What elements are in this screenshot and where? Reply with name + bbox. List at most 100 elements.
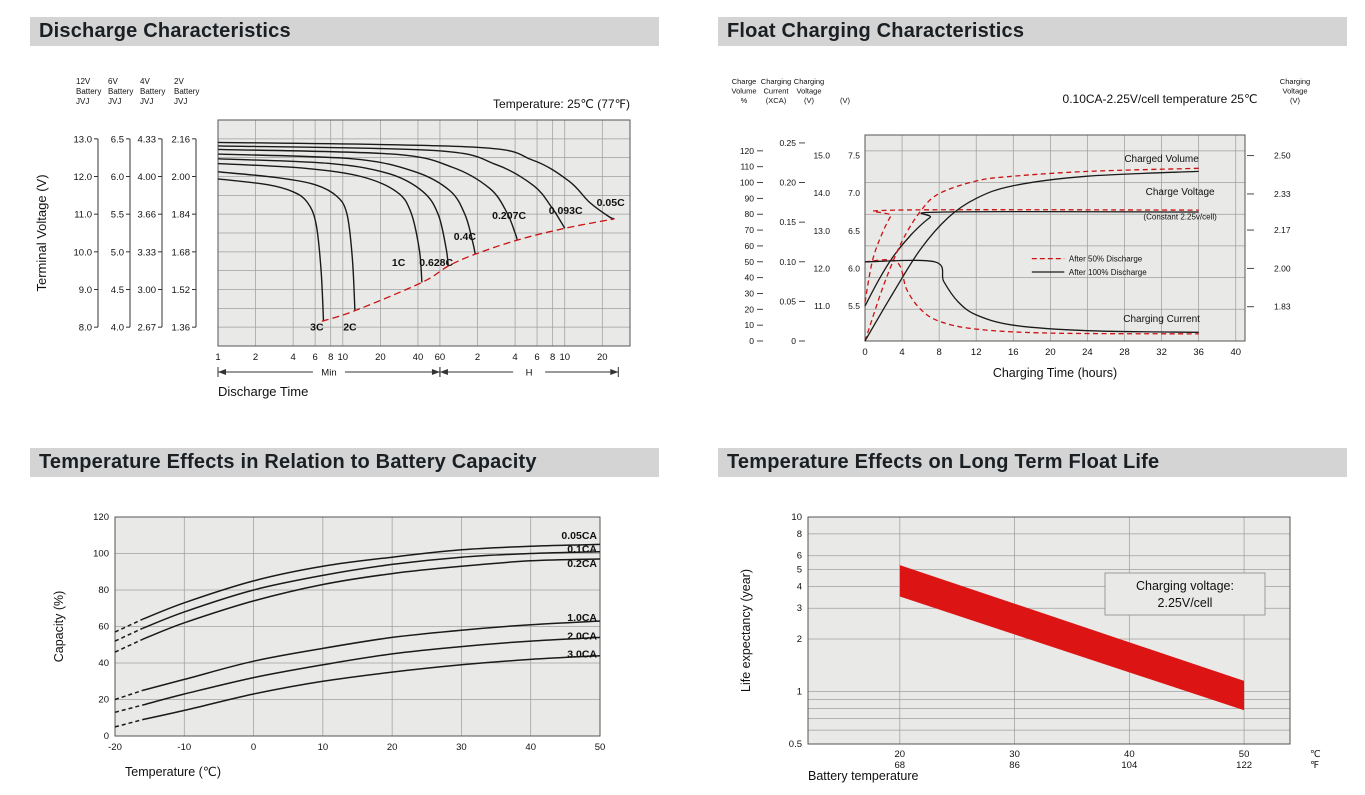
svg-text:7.0: 7.0 <box>848 188 860 198</box>
svg-text:4V: 4V <box>140 77 150 86</box>
svg-text:60: 60 <box>98 622 109 633</box>
svg-text:Charged Volume: Charged Volume <box>1124 154 1199 165</box>
svg-text:2.25V/cell: 2.25V/cell <box>1158 596 1213 610</box>
svg-text:Charging: Charging <box>794 77 824 86</box>
svg-text:6: 6 <box>312 352 317 363</box>
svg-text:JVJ: JVJ <box>108 97 121 106</box>
svg-text:1.84: 1.84 <box>172 210 191 221</box>
svg-text:Charge Voltage: Charge Voltage <box>1146 187 1215 198</box>
svg-text:(XCA): (XCA) <box>766 96 787 105</box>
svg-text:0: 0 <box>251 742 256 753</box>
svg-text:Current: Current <box>763 87 789 96</box>
svg-text:JVJ: JVJ <box>174 97 187 106</box>
svg-text:28: 28 <box>1119 347 1130 358</box>
svg-text:1: 1 <box>797 686 802 697</box>
svg-text:0.10: 0.10 <box>779 257 796 267</box>
svg-text:Min: Min <box>321 368 336 379</box>
svg-text:10: 10 <box>745 320 755 330</box>
svg-text:0.10CA-2.25V/cell temperature: 0.10CA-2.25V/cell temperature 25℃ <box>1063 92 1258 106</box>
svg-text:Terminal Voltage (V): Terminal Voltage (V) <box>34 174 49 291</box>
svg-text:10: 10 <box>338 352 349 363</box>
svg-text:30: 30 <box>745 288 755 298</box>
svg-text:0.628C: 0.628C <box>419 257 453 269</box>
svg-text:JVJ: JVJ <box>76 97 89 106</box>
svg-text:Battery: Battery <box>76 87 101 96</box>
svg-text:Temperature: 25℃ (77℉): Temperature: 25℃ (77℉) <box>493 97 630 111</box>
float-life-chart: 1086543210.5206830864010450122℃℉Charging… <box>739 512 1321 783</box>
svg-text:4: 4 <box>899 347 904 358</box>
svg-text:0.25: 0.25 <box>779 138 796 148</box>
svg-text:11.0: 11.0 <box>74 210 92 221</box>
svg-text:Battery: Battery <box>108 87 133 96</box>
svg-text:6.0: 6.0 <box>848 263 860 273</box>
svg-text:30: 30 <box>456 742 467 753</box>
svg-text:5.5: 5.5 <box>111 210 124 221</box>
svg-text:6: 6 <box>534 352 539 363</box>
svg-text:8: 8 <box>550 352 555 363</box>
panel-discharge-characteristics: Discharge Characteristics 1 2 4 6 8 10 20 40 60 2… <box>30 17 659 432</box>
svg-text:1.36: 1.36 <box>172 323 191 334</box>
svg-text:Charge: Charge <box>732 77 757 86</box>
svg-text:0.05C: 0.05C <box>597 197 625 209</box>
svg-text:32: 32 <box>1156 347 1167 358</box>
svg-text:4.0: 4.0 <box>111 323 124 334</box>
svg-text:JVJ: JVJ <box>140 97 153 106</box>
svg-text:6.5: 6.5 <box>848 226 860 236</box>
svg-text:2: 2 <box>797 634 802 645</box>
svg-text:1C: 1C <box>392 257 406 269</box>
svg-text:4.00: 4.00 <box>138 172 157 183</box>
svg-text:8: 8 <box>328 352 333 363</box>
svg-text:20: 20 <box>375 352 386 363</box>
svg-text:℃: ℃ <box>1310 749 1321 760</box>
svg-text:℉: ℉ <box>1310 760 1319 771</box>
svg-text:0: 0 <box>791 336 796 346</box>
svg-text:40: 40 <box>745 273 755 283</box>
svg-text:1.52: 1.52 <box>172 285 191 296</box>
svg-text:2.00: 2.00 <box>1274 263 1291 273</box>
svg-text:H: H <box>526 368 533 379</box>
svg-text:80: 80 <box>98 585 109 596</box>
panel-float-life: Temperature Effects on Long Term Float L… <box>718 448 1347 795</box>
svg-text:13.0: 13.0 <box>74 134 93 145</box>
svg-text:3.00: 3.00 <box>138 285 157 296</box>
svg-text:40: 40 <box>1124 749 1135 760</box>
svg-text:Charging Time (hours): Charging Time (hours) <box>993 366 1117 380</box>
svg-text:5.0: 5.0 <box>111 247 124 258</box>
svg-text:Voltage: Voltage <box>1282 87 1307 96</box>
svg-text:0.2CA: 0.2CA <box>567 558 597 570</box>
svg-text:Charging: Charging <box>1280 77 1310 86</box>
panel-temp-capacity: Temperature Effects in Relation to Batte… <box>30 448 659 795</box>
svg-text:11.0: 11.0 <box>814 301 830 311</box>
svg-text:40: 40 <box>413 352 424 363</box>
svg-text:50: 50 <box>595 742 606 753</box>
svg-text:10: 10 <box>559 352 570 363</box>
discharge-characteristics-chart: 1 2 4 6 8 10 20 40 60 2 4 6 8 10 2012VBatteryJVJ13.012… <box>34 77 631 399</box>
svg-text:4.5: 4.5 <box>111 285 124 296</box>
svg-text:(Constant 2.25v/cell): (Constant 2.25v/cell) <box>1143 213 1217 222</box>
svg-text:After 50% Discharge: After 50% Discharge <box>1069 255 1143 264</box>
svg-text:12: 12 <box>971 347 982 358</box>
svg-text:68: 68 <box>895 760 906 771</box>
svg-text:1.83: 1.83 <box>1274 302 1291 312</box>
svg-text:6.5: 6.5 <box>111 134 124 145</box>
svg-text:12.0: 12.0 <box>74 172 93 183</box>
svg-text:100: 100 <box>93 549 109 560</box>
svg-text:0.5: 0.5 <box>789 739 802 750</box>
svg-text:2.16: 2.16 <box>172 134 191 145</box>
panel-title-float-charging: Float Charging Characteristics <box>718 17 1347 46</box>
svg-text:122: 122 <box>1236 760 1252 771</box>
temperature-capacity-chart: -20 -10 0 10 20 30 40 50 0 20 40 60 80 100 120 0.05CA 0.… <box>52 512 606 779</box>
panel-float-charging: Float Charging Characteristics 0 4 8 12 16 20… <box>718 17 1347 432</box>
panel-title-temp-capacity: Temperature Effects in Relation to Batte… <box>30 448 659 477</box>
svg-text:40: 40 <box>525 742 536 753</box>
panel-title-discharge: Discharge Characteristics <box>30 17 659 46</box>
svg-text:7.5: 7.5 <box>848 151 860 161</box>
svg-text:0.1CA: 0.1CA <box>567 544 597 556</box>
svg-text:0.20: 0.20 <box>779 178 796 188</box>
svg-text:2.00: 2.00 <box>172 172 191 183</box>
svg-text:3: 3 <box>797 603 802 614</box>
svg-text:0: 0 <box>862 347 867 358</box>
svg-text:100: 100 <box>740 178 754 188</box>
